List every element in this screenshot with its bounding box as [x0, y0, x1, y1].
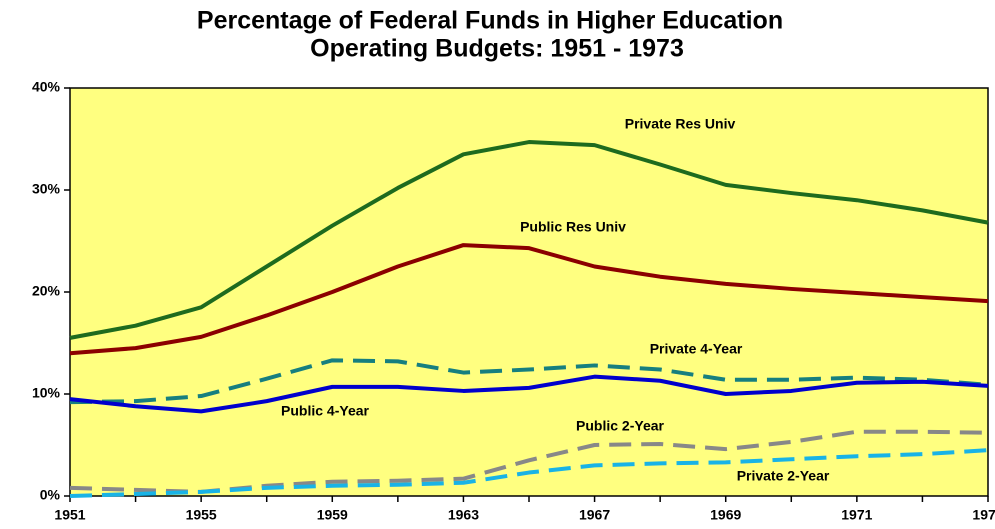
- series-line: [69, 429, 989, 494]
- x-tick-label: 1971: [841, 507, 872, 523]
- x-tick-label: 1973: [972, 507, 995, 523]
- y-tick-label: 20%: [32, 283, 61, 299]
- series-label: Public Res Univ: [520, 219, 626, 235]
- chart-title: Percentage of Federal Funds in Higher Ed…: [197, 7, 783, 35]
- series-label: Private 4-Year: [650, 341, 743, 357]
- y-tick-label: 10%: [32, 385, 61, 401]
- series-line: [69, 358, 989, 405]
- x-tick-label: 1959: [317, 507, 348, 523]
- series-label: Private Res Univ: [625, 116, 736, 132]
- series-line: [69, 243, 989, 356]
- y-tick-label: 40%: [32, 79, 61, 95]
- chart-subtitle: Operating Budgets: 1951 - 1973: [310, 35, 684, 63]
- series-label: Public 4-Year: [281, 403, 369, 419]
- x-tick-label: 1951: [54, 507, 85, 523]
- x-tick-label: 1955: [186, 507, 217, 523]
- x-tick-label: 1963: [448, 507, 479, 523]
- series-line: [69, 448, 989, 498]
- y-tick-label: 0%: [40, 487, 61, 503]
- series-label: Public 2-Year: [576, 418, 664, 434]
- x-tick-label: 1969: [710, 507, 741, 523]
- series-line: [69, 374, 989, 414]
- y-tick-label: 30%: [32, 181, 61, 197]
- x-tick-label: 1967: [579, 507, 610, 523]
- series-line: [69, 140, 989, 340]
- series-label: Private 2-Year: [737, 468, 830, 484]
